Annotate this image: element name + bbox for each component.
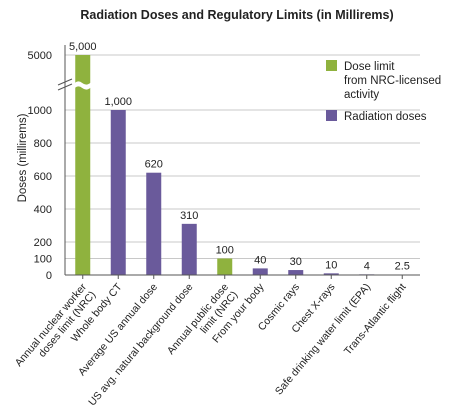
- y-tick-label: 600: [34, 171, 52, 183]
- value-label: 5,000: [69, 41, 97, 53]
- value-label: 30: [290, 256, 302, 268]
- bar: [110, 110, 126, 275]
- chart-title: Radiation Doses and Regulatory Limits (i…: [80, 8, 393, 22]
- value-label: 10: [325, 259, 337, 271]
- legend-swatch: [326, 110, 337, 121]
- value-label: 40: [254, 254, 266, 266]
- category-label-line: Trans-Atlantic flight: [342, 281, 409, 357]
- bar: [323, 273, 339, 275]
- legend-swatch: [326, 60, 337, 71]
- bar-break-mark: [73, 81, 93, 90]
- legend-label-line: Dose limit: [344, 61, 395, 73]
- axis-break-mark: [57, 83, 73, 91]
- bar: [217, 258, 233, 275]
- y-tick-label: 1000: [28, 105, 52, 117]
- value-label: 2.5: [395, 261, 410, 273]
- value-label: 310: [180, 210, 198, 222]
- bars: [75, 55, 410, 276]
- bar: [181, 223, 197, 275]
- category-label: Trans-Atlantic flight: [342, 281, 409, 357]
- legend-label: Radiation doses: [344, 111, 427, 123]
- bar: [75, 55, 91, 275]
- y-axis-title: Doses (millirems): [17, 113, 29, 202]
- legend-label-line: from NRC-licensed: [344, 75, 441, 87]
- axes: [57, 45, 420, 279]
- y-tick-label: 200: [34, 237, 52, 249]
- axis-break-mark: [57, 78, 73, 86]
- legend: Dose limit from NRC-licensed activity Radia…: [326, 60, 441, 123]
- bar: [146, 172, 162, 275]
- value-label: 100: [216, 245, 234, 257]
- y-tick-label: 100: [34, 254, 52, 266]
- y-tick-label: 0: [46, 270, 52, 282]
- legend-label-line: activity: [344, 89, 379, 101]
- y-tick-label: 5000: [28, 50, 52, 62]
- legend-label: Dose limit from NRC-licensed activity: [344, 61, 441, 101]
- legend-label-line: Radiation doses: [344, 111, 427, 123]
- value-label: 620: [145, 159, 163, 171]
- bar: [252, 268, 268, 275]
- bar: [288, 270, 304, 275]
- y-tick-label: 400: [34, 204, 52, 216]
- y-tick-label: 800: [34, 138, 52, 150]
- value-label: 4: [364, 260, 370, 272]
- value-label: 1,000: [104, 96, 132, 108]
